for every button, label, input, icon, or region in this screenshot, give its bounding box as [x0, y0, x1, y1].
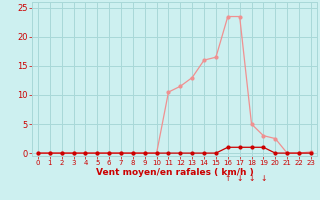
X-axis label: Vent moyen/en rafales ( km/h ): Vent moyen/en rafales ( km/h )	[96, 168, 253, 177]
Text: ↓: ↓	[248, 174, 255, 183]
Text: ↓: ↓	[260, 174, 267, 183]
Text: ↓: ↓	[236, 174, 243, 183]
Text: ↑: ↑	[225, 174, 231, 183]
